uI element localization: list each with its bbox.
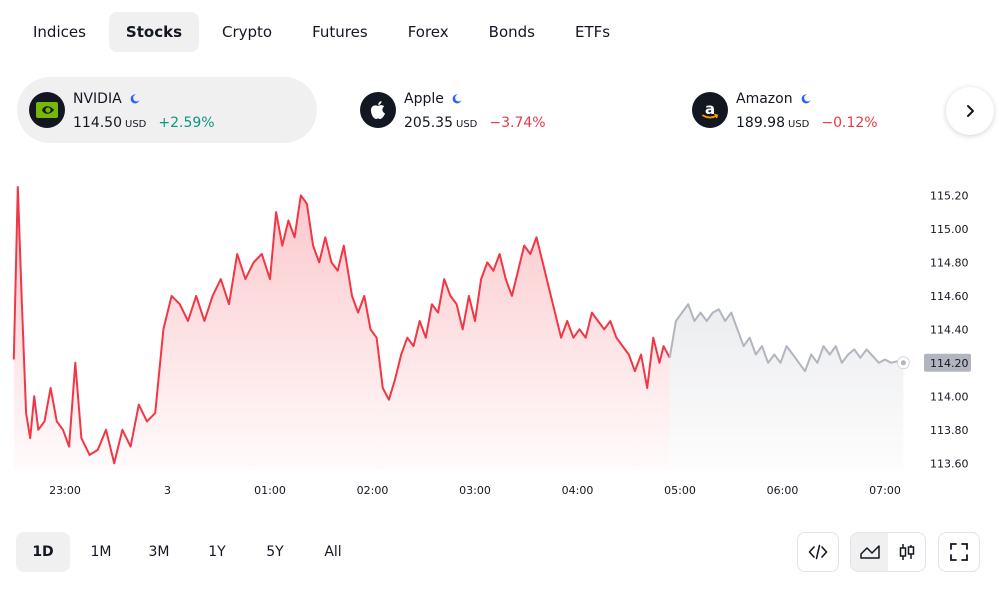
fullscreen-button[interactable] bbox=[938, 532, 980, 572]
ticker-name: Apple bbox=[404, 91, 444, 107]
y-tick-label: 113.60 bbox=[930, 457, 969, 470]
x-tick-label: 03:00 bbox=[459, 484, 491, 497]
candlestick-icon bbox=[899, 544, 914, 560]
x-tick-label: 05:00 bbox=[664, 484, 696, 497]
area-chart-button[interactable] bbox=[851, 533, 888, 571]
next-tickers-button[interactable] bbox=[946, 87, 994, 135]
ticker-price: 189.98 bbox=[736, 115, 785, 131]
y-tick-label: 114.20 bbox=[930, 357, 969, 370]
x-tick-label: 02:00 bbox=[357, 484, 389, 497]
embed-button[interactable] bbox=[797, 532, 839, 572]
y-tick-label: 113.80 bbox=[930, 424, 969, 437]
range-all-button[interactable]: All bbox=[324, 544, 342, 560]
chevron-right-icon bbox=[967, 105, 974, 117]
ticker-price: 114.50 bbox=[73, 115, 122, 131]
ticker-currency: USD bbox=[456, 119, 478, 130]
ticker-name: NVIDIA bbox=[73, 91, 122, 107]
tab-futures[interactable]: Futures bbox=[312, 23, 368, 41]
y-tick-label: 114.60 bbox=[930, 290, 969, 303]
amazon-logo-icon: a bbox=[692, 92, 728, 128]
range-selector: 1D 1M 3M 1Y 5Y All bbox=[16, 532, 360, 572]
range-1d-button[interactable]: 1D bbox=[16, 532, 70, 572]
tab-forex[interactable]: Forex bbox=[407, 23, 449, 41]
market-closed-icon bbox=[452, 94, 462, 104]
range-1y-button[interactable]: 1Y bbox=[208, 544, 226, 560]
x-tick-label: 04:00 bbox=[562, 484, 594, 497]
ticker-currency: USD bbox=[125, 119, 147, 130]
area-chart-icon bbox=[859, 545, 880, 559]
code-icon bbox=[808, 544, 828, 560]
market-closed-icon bbox=[130, 94, 140, 104]
ticker-change: −3.74% bbox=[489, 115, 546, 131]
ticker-price: 205.35 bbox=[404, 115, 453, 131]
chart-style-toggle bbox=[850, 532, 926, 572]
fullscreen-icon bbox=[950, 543, 968, 561]
tab-indices[interactable]: Indices bbox=[33, 23, 86, 41]
range-1m-button[interactable]: 1M bbox=[90, 544, 112, 560]
ticker-name: Amazon bbox=[736, 91, 793, 107]
last-point-dot bbox=[900, 360, 906, 366]
market-closed-icon bbox=[801, 94, 811, 104]
y-tick-label: 114.80 bbox=[930, 256, 969, 269]
y-tick-label: 114.00 bbox=[930, 390, 969, 403]
y-tick-label: 115.20 bbox=[930, 189, 969, 202]
x-tick-label: 23:00 bbox=[49, 484, 81, 497]
y-tick-label: 114.40 bbox=[930, 323, 969, 336]
regular-session-area bbox=[13, 187, 670, 470]
svg-text:a: a bbox=[705, 100, 715, 118]
tab-etfs[interactable]: ETFs bbox=[574, 23, 611, 41]
nvidia-logo-icon bbox=[29, 92, 65, 128]
x-tick-label: 07:00 bbox=[869, 484, 901, 497]
ticker-change: −0.12% bbox=[821, 115, 878, 131]
ticker-card-amazon[interactable]: a Amazon 189.98 USD −0.12% bbox=[680, 77, 930, 143]
x-tick-label: 01:00 bbox=[254, 484, 286, 497]
extended-session-area bbox=[669, 304, 904, 470]
market-tabs: Indices Stocks Crypto Futures Forex Bond… bbox=[16, 12, 627, 52]
last-price-badge bbox=[924, 353, 971, 372]
range-3m-button[interactable]: 3M bbox=[148, 544, 170, 560]
candles-chart-button[interactable] bbox=[888, 533, 925, 571]
ticker-change: +2.59% bbox=[158, 115, 215, 131]
regular-session-line bbox=[12, 186, 671, 465]
tab-bonds[interactable]: Bonds bbox=[488, 23, 535, 41]
extended-session-line bbox=[668, 303, 904, 373]
price-chart[interactable]: 115.20 115.00 114.80 114.60 114.40 114.20 114.… bbox=[0, 170, 1006, 500]
x-tick-label: 06:00 bbox=[767, 484, 799, 497]
ticker-card-nvidia[interactable]: NVIDIA 114.50 USD +2.59% bbox=[17, 77, 317, 143]
y-tick-label: 115.00 bbox=[930, 223, 969, 236]
range-5y-button[interactable]: 5Y bbox=[266, 544, 284, 560]
ticker-currency: USD bbox=[788, 119, 810, 130]
apple-logo-icon bbox=[360, 92, 396, 128]
x-tick-label: 3 bbox=[164, 484, 171, 497]
tab-stocks[interactable]: Stocks bbox=[108, 12, 199, 52]
ticker-card-apple[interactable]: Apple 205.35 USD −3.74% bbox=[348, 77, 648, 143]
tab-crypto[interactable]: Crypto bbox=[222, 23, 273, 41]
